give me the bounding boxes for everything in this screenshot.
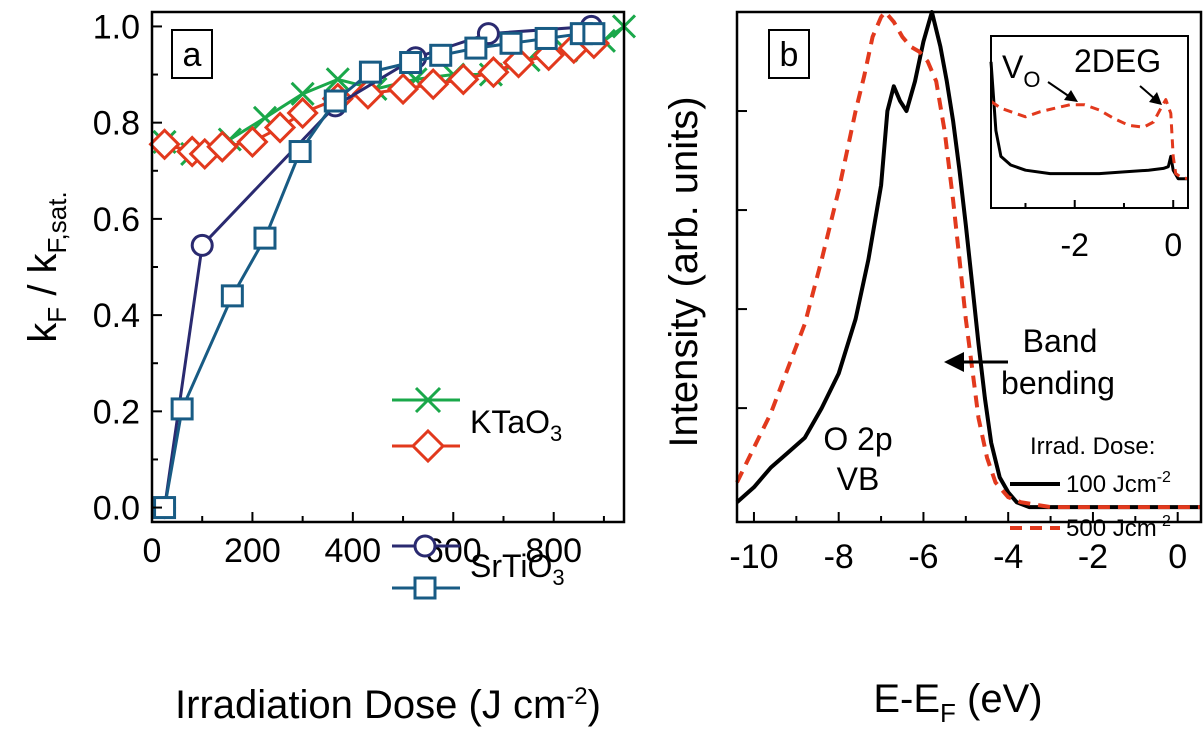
- inset-ticks: -2 0: [1024, 200, 1182, 263]
- data-point-diamond: [417, 68, 450, 101]
- spectrum-line-100: [735, 10, 1201, 510]
- inset-spectrum-line-100: [989, 61, 1188, 181]
- spectrum-line-500: [735, 10, 1201, 510]
- x-tick-label: 0: [1168, 538, 1187, 576]
- data-point-diamond: [351, 77, 385, 110]
- inset-2deg-arrow: [1139, 85, 1162, 105]
- data-point-diamond: [148, 128, 181, 161]
- band-bending-arrow: [944, 352, 1008, 372]
- panel-b-inset: -2 0 VO 2DEG: [989, 35, 1189, 263]
- panel-b-frame: [735, 10, 1203, 524]
- inset-background: [991, 36, 1188, 208]
- data-point-diamond: [477, 56, 510, 89]
- x-tick-label: -2: [1078, 538, 1108, 576]
- data-point-square: [534, 26, 558, 50]
- panel-b-ticks: -10 -8 -6 -4 -2 0: [729, 110, 1187, 576]
- data-point-square: [582, 22, 606, 46]
- data-point-diamond: [286, 96, 319, 130]
- data-point-square: [220, 284, 244, 308]
- data-point-diamond: [502, 46, 535, 79]
- y-tick-label: 0.0: [93, 490, 140, 528]
- data-point-x: [325, 67, 350, 92]
- legend-sto-square-marker: [413, 576, 437, 600]
- inset-data-marks: [989, 61, 1189, 181]
- y-tick-label: 0.8: [93, 105, 140, 143]
- legend-ktao3-label: KTaO3: [470, 404, 562, 446]
- annotation-band: Band: [1023, 323, 1098, 359]
- panel-b-label: b: [780, 36, 799, 74]
- legend-sto-circle-marker: [413, 534, 437, 558]
- panel-b-x-axis-label: E-EF (eV): [873, 677, 1042, 728]
- annotation-bending: bending: [1001, 365, 1115, 401]
- inset-x-tick-label: 0: [1164, 227, 1182, 263]
- panel-b-legend: Irrad. Dose: 100 Jcm-2 500 Jcm-2: [1010, 433, 1171, 542]
- panel-b-y-axis-label: Intensity (arb. units): [662, 96, 706, 447]
- x-tick-label: -6: [908, 538, 938, 576]
- data-point-x: [290, 81, 315, 106]
- x-tick-label: 400: [324, 532, 381, 570]
- data-point-square: [464, 36, 488, 60]
- data-point-square: [358, 60, 382, 84]
- inset-frame: [990, 35, 1189, 209]
- inset-annotation-2deg: 2DEG: [1074, 43, 1161, 79]
- legend-dose-title: Irrad. Dose:: [1030, 433, 1155, 460]
- panel-a-data-marks: [148, 14, 637, 520]
- x-tick-label: -10: [729, 538, 778, 576]
- legend-ktao3-cross-marker: [414, 386, 442, 414]
- panel-b-label-box: [768, 29, 810, 79]
- data-point-diamond: [447, 63, 480, 96]
- legend-ktao3-diamond-marker: [410, 428, 446, 464]
- inset-annotation-vo: VO: [1002, 49, 1040, 92]
- x-tick-label: 200: [224, 532, 281, 570]
- data-point-circle: [190, 233, 214, 257]
- y-tick-label: 0.2: [93, 393, 140, 431]
- inset-vo-arrow: [1047, 81, 1078, 102]
- annotation-vb: VB: [837, 461, 880, 497]
- y-tick-label: 0.4: [93, 297, 140, 335]
- data-point-diamond: [263, 111, 297, 144]
- inset-spectrum-line-500: [990, 98, 1189, 181]
- panel-a-label-box: [171, 29, 213, 79]
- data-point-square: [170, 397, 194, 421]
- data-point-diamond: [236, 125, 269, 159]
- panel-b-data-marks: [735, 10, 1201, 510]
- panel-b: -10 -8 -6 -4 -2 0 b O 2p VB Band bending Irra…: [662, 10, 1203, 728]
- data-point-square: [399, 51, 423, 75]
- panel-a-legend: KTaO3 SrTiO3: [392, 386, 565, 600]
- data-point-square: [253, 226, 277, 250]
- data-point-square: [429, 43, 453, 67]
- data-point-square: [288, 140, 312, 164]
- legend-100-label: 100 Jcm-2: [1066, 469, 1171, 498]
- x-tick-label: 800: [525, 532, 582, 570]
- annotation-o2p: O 2p: [823, 421, 892, 457]
- panel-a-label: a: [183, 36, 202, 74]
- data-point-square: [499, 31, 523, 55]
- panel-a-y-axis-label: kF / kF,sat.: [21, 191, 72, 342]
- y-tick-label: 0.6: [93, 201, 140, 239]
- x-tick-label: -8: [824, 538, 854, 576]
- data-point-diamond: [206, 130, 239, 163]
- inset-x-tick-label: -2: [1060, 227, 1088, 263]
- x-tick-label: 0: [143, 532, 162, 570]
- x-tick-label: -4: [993, 538, 1023, 576]
- data-point-square: [323, 89, 347, 113]
- legend-500-label: 500 Jcm-2: [1066, 513, 1171, 542]
- y-tick-label: 1.0: [93, 8, 140, 46]
- legend-srtio3-label: SrTiO3: [470, 548, 565, 590]
- data-point-diamond: [386, 72, 420, 106]
- panel-a-x-axis-label: Irradiation Dose (J cm-2): [175, 683, 601, 727]
